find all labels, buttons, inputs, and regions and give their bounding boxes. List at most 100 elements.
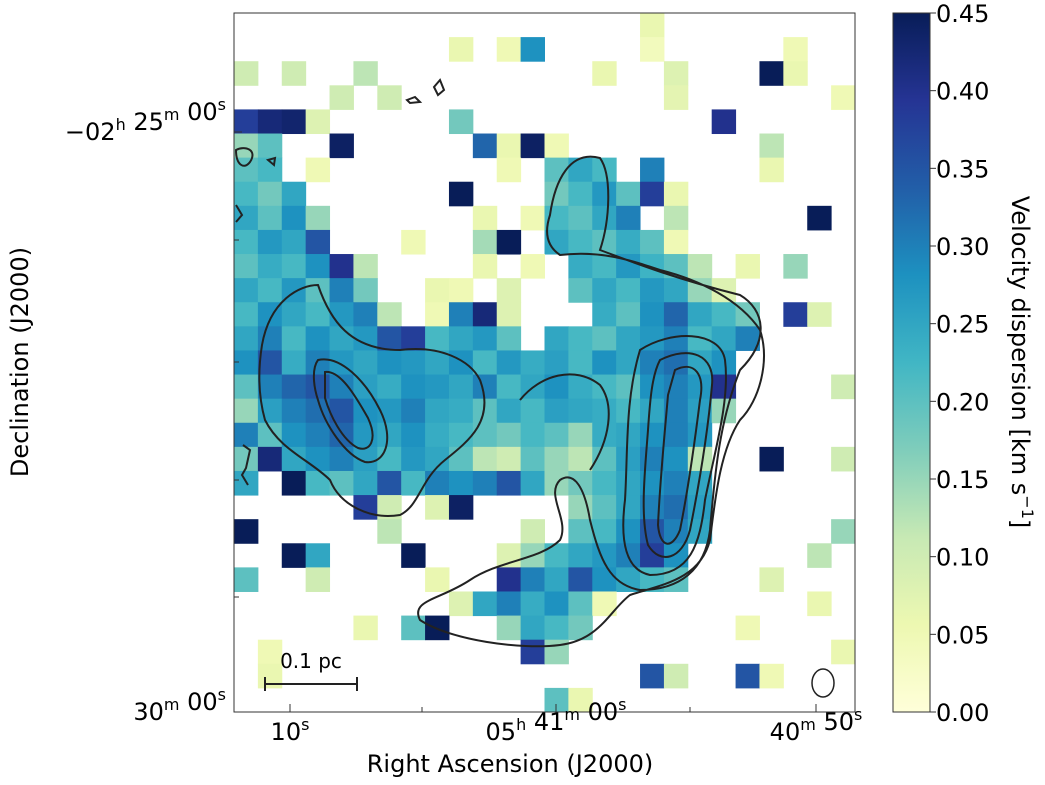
cell	[448, 398, 474, 424]
cell	[305, 374, 331, 400]
cell	[496, 591, 522, 617]
cell	[592, 470, 617, 496]
y-tick-label-part: −02	[65, 118, 116, 146]
cell	[401, 350, 426, 376]
cell	[472, 350, 498, 376]
cell	[568, 398, 593, 424]
cell	[807, 302, 832, 327]
cell	[687, 254, 713, 279]
cell	[425, 326, 450, 351]
cell	[544, 350, 569, 376]
cell	[472, 229, 498, 255]
cell	[281, 302, 307, 327]
x-tick-label-sup: s	[854, 705, 862, 724]
cell	[592, 495, 617, 520]
contour	[312, 358, 389, 464]
cell	[377, 350, 402, 376]
cell	[568, 422, 593, 448]
cell	[663, 470, 689, 496]
cell	[807, 591, 832, 617]
cell	[448, 446, 474, 472]
cell	[568, 591, 593, 617]
cell	[425, 470, 450, 496]
cell	[448, 278, 474, 303]
x-tick-label-sup: s	[618, 695, 626, 714]
cell	[783, 302, 808, 327]
cell	[353, 470, 378, 496]
cell	[234, 519, 259, 544]
y-tick-label-part: 25	[126, 108, 164, 136]
cell	[592, 61, 617, 86]
contour	[258, 283, 486, 517]
cell	[616, 446, 641, 472]
cell	[616, 302, 641, 327]
cell	[783, 37, 808, 62]
cell	[257, 278, 283, 303]
cell	[496, 229, 522, 255]
cell	[640, 157, 665, 183]
cell	[257, 254, 283, 279]
cell	[544, 398, 569, 424]
cell	[568, 519, 593, 544]
cell	[520, 205, 545, 231]
cell	[305, 254, 331, 279]
cell	[401, 398, 426, 424]
contours	[234, 78, 765, 648]
cell	[520, 422, 545, 448]
cell	[472, 422, 498, 448]
cell	[759, 446, 784, 472]
cell	[735, 663, 760, 689]
cell	[234, 254, 259, 279]
cell	[496, 398, 522, 424]
cell	[663, 302, 689, 327]
contour	[324, 370, 374, 450]
cell	[329, 302, 354, 327]
cell	[496, 422, 522, 448]
cell	[640, 302, 665, 327]
map-cells	[234, 13, 856, 713]
cell	[257, 205, 283, 231]
x-tick-label-part: 41	[526, 708, 564, 736]
cell	[234, 133, 259, 159]
cell	[616, 519, 641, 544]
cell	[759, 133, 784, 159]
cell	[640, 446, 665, 472]
cell	[592, 567, 617, 592]
cell	[568, 157, 593, 183]
cell	[234, 374, 259, 400]
cell	[568, 687, 593, 713]
cell	[472, 205, 498, 231]
cell	[496, 470, 522, 496]
x-tick-label: 05h 41m 00s	[486, 695, 627, 746]
cell	[592, 326, 617, 351]
cell	[640, 37, 665, 62]
cell	[305, 109, 331, 135]
cell	[568, 278, 593, 303]
cell	[520, 470, 545, 496]
cell	[472, 470, 498, 496]
cell	[496, 350, 522, 376]
y-tick-label: 30m 00s	[133, 685, 226, 726]
y-tick-label-part: 00	[179, 98, 217, 126]
cell	[520, 567, 545, 592]
colorbar-tick-label: 0.30	[936, 233, 989, 261]
cell	[568, 254, 593, 279]
cell	[616, 495, 641, 520]
cell	[234, 278, 259, 303]
cell	[616, 278, 641, 303]
cell	[401, 543, 426, 568]
y-tick-label-sup: s	[218, 95, 226, 114]
cell	[353, 495, 378, 520]
cell	[401, 422, 426, 448]
cell	[257, 639, 283, 665]
cell	[448, 470, 474, 496]
cell	[663, 422, 689, 448]
cell	[401, 374, 426, 400]
cell	[568, 567, 593, 592]
x-tick-label-sup: s	[301, 715, 309, 734]
cell	[377, 374, 402, 400]
colorbar-label: Velocity dispersion [km s−1]	[1006, 196, 1037, 529]
cell	[281, 229, 307, 255]
cell	[234, 61, 259, 86]
cell	[711, 326, 737, 351]
